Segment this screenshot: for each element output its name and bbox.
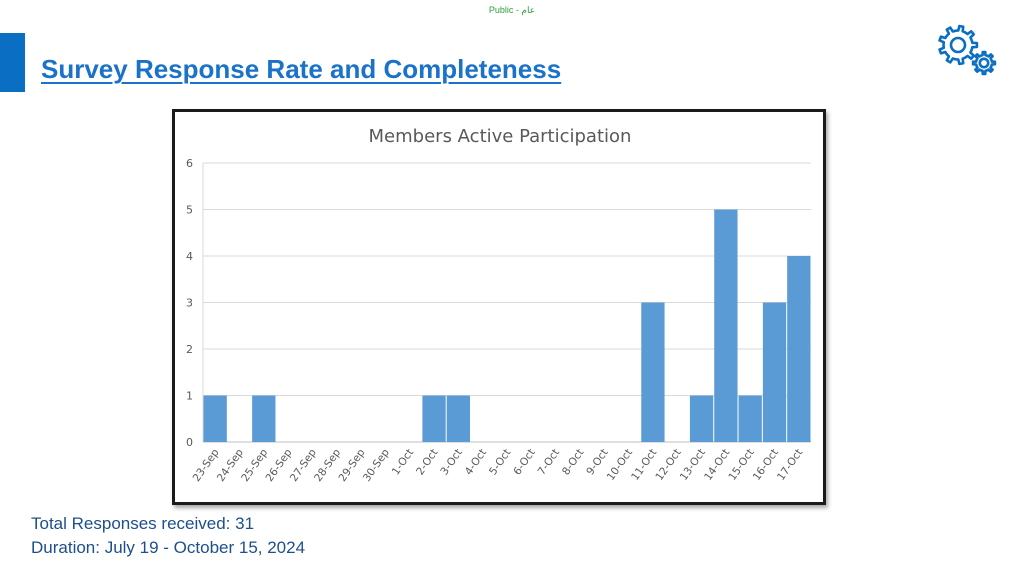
- x-tick-label: 8-Oct: [560, 447, 586, 478]
- x-tick-label: 7-Oct: [536, 447, 562, 478]
- bar: [422, 395, 446, 442]
- y-tick-label: 4: [186, 250, 193, 263]
- bar: [787, 256, 811, 442]
- bar: [641, 302, 665, 442]
- y-tick-label: 3: [186, 297, 193, 310]
- bar: [252, 395, 276, 442]
- y-axis-ticks: 0 1 2 3 4 5 6: [186, 157, 193, 449]
- y-tick-label: 6: [186, 157, 193, 170]
- gears-icon: [938, 24, 997, 76]
- x-tick-label: 1-Oct: [390, 447, 416, 478]
- bar: [689, 395, 714, 442]
- x-tick-label: 6-Oct: [511, 447, 537, 478]
- x-tick-label: 17-Oct: [775, 447, 805, 483]
- y-tick-label: 1: [186, 390, 193, 403]
- x-tick-label: 3-Oct: [438, 447, 464, 478]
- x-axis-ticks: 23-Sep24-Sep25-Sep26-Sep27-Sep28-Sep29-S…: [191, 447, 806, 484]
- total-responses-text: Total Responses received: 31: [31, 514, 255, 533]
- title-accent-bar: [0, 33, 25, 92]
- bars: [203, 209, 811, 442]
- bar: [738, 395, 762, 442]
- duration-text: Duration: July 19 - October 15, 2024: [31, 538, 306, 557]
- bar: [446, 395, 471, 442]
- classification-label: Public - عام: [488, 5, 536, 15]
- chart-title: Members Active Participation: [369, 126, 632, 147]
- y-tick-label: 0: [186, 436, 193, 449]
- gridlines: [202, 162, 811, 443]
- chart-frame: Members Active Participation 0 1 2 3 4 5 6 23-…: [172, 109, 826, 505]
- bar-chart: Members Active Participation 0 1 2 3 4 5 6 23-…: [186, 126, 811, 484]
- y-tick-label: 2: [186, 343, 193, 356]
- x-tick-label: 4-Oct: [463, 447, 489, 478]
- x-tick-label: 30-Sep: [361, 447, 392, 484]
- x-tick-label: 2-Oct: [414, 447, 440, 478]
- bar: [203, 395, 227, 442]
- y-tick-label: 5: [186, 204, 193, 217]
- bar: [714, 209, 738, 442]
- page-title: Survey Response Rate and Completeness: [41, 54, 562, 84]
- x-tick-label: 5-Oct: [487, 447, 513, 478]
- bar: [762, 302, 787, 442]
